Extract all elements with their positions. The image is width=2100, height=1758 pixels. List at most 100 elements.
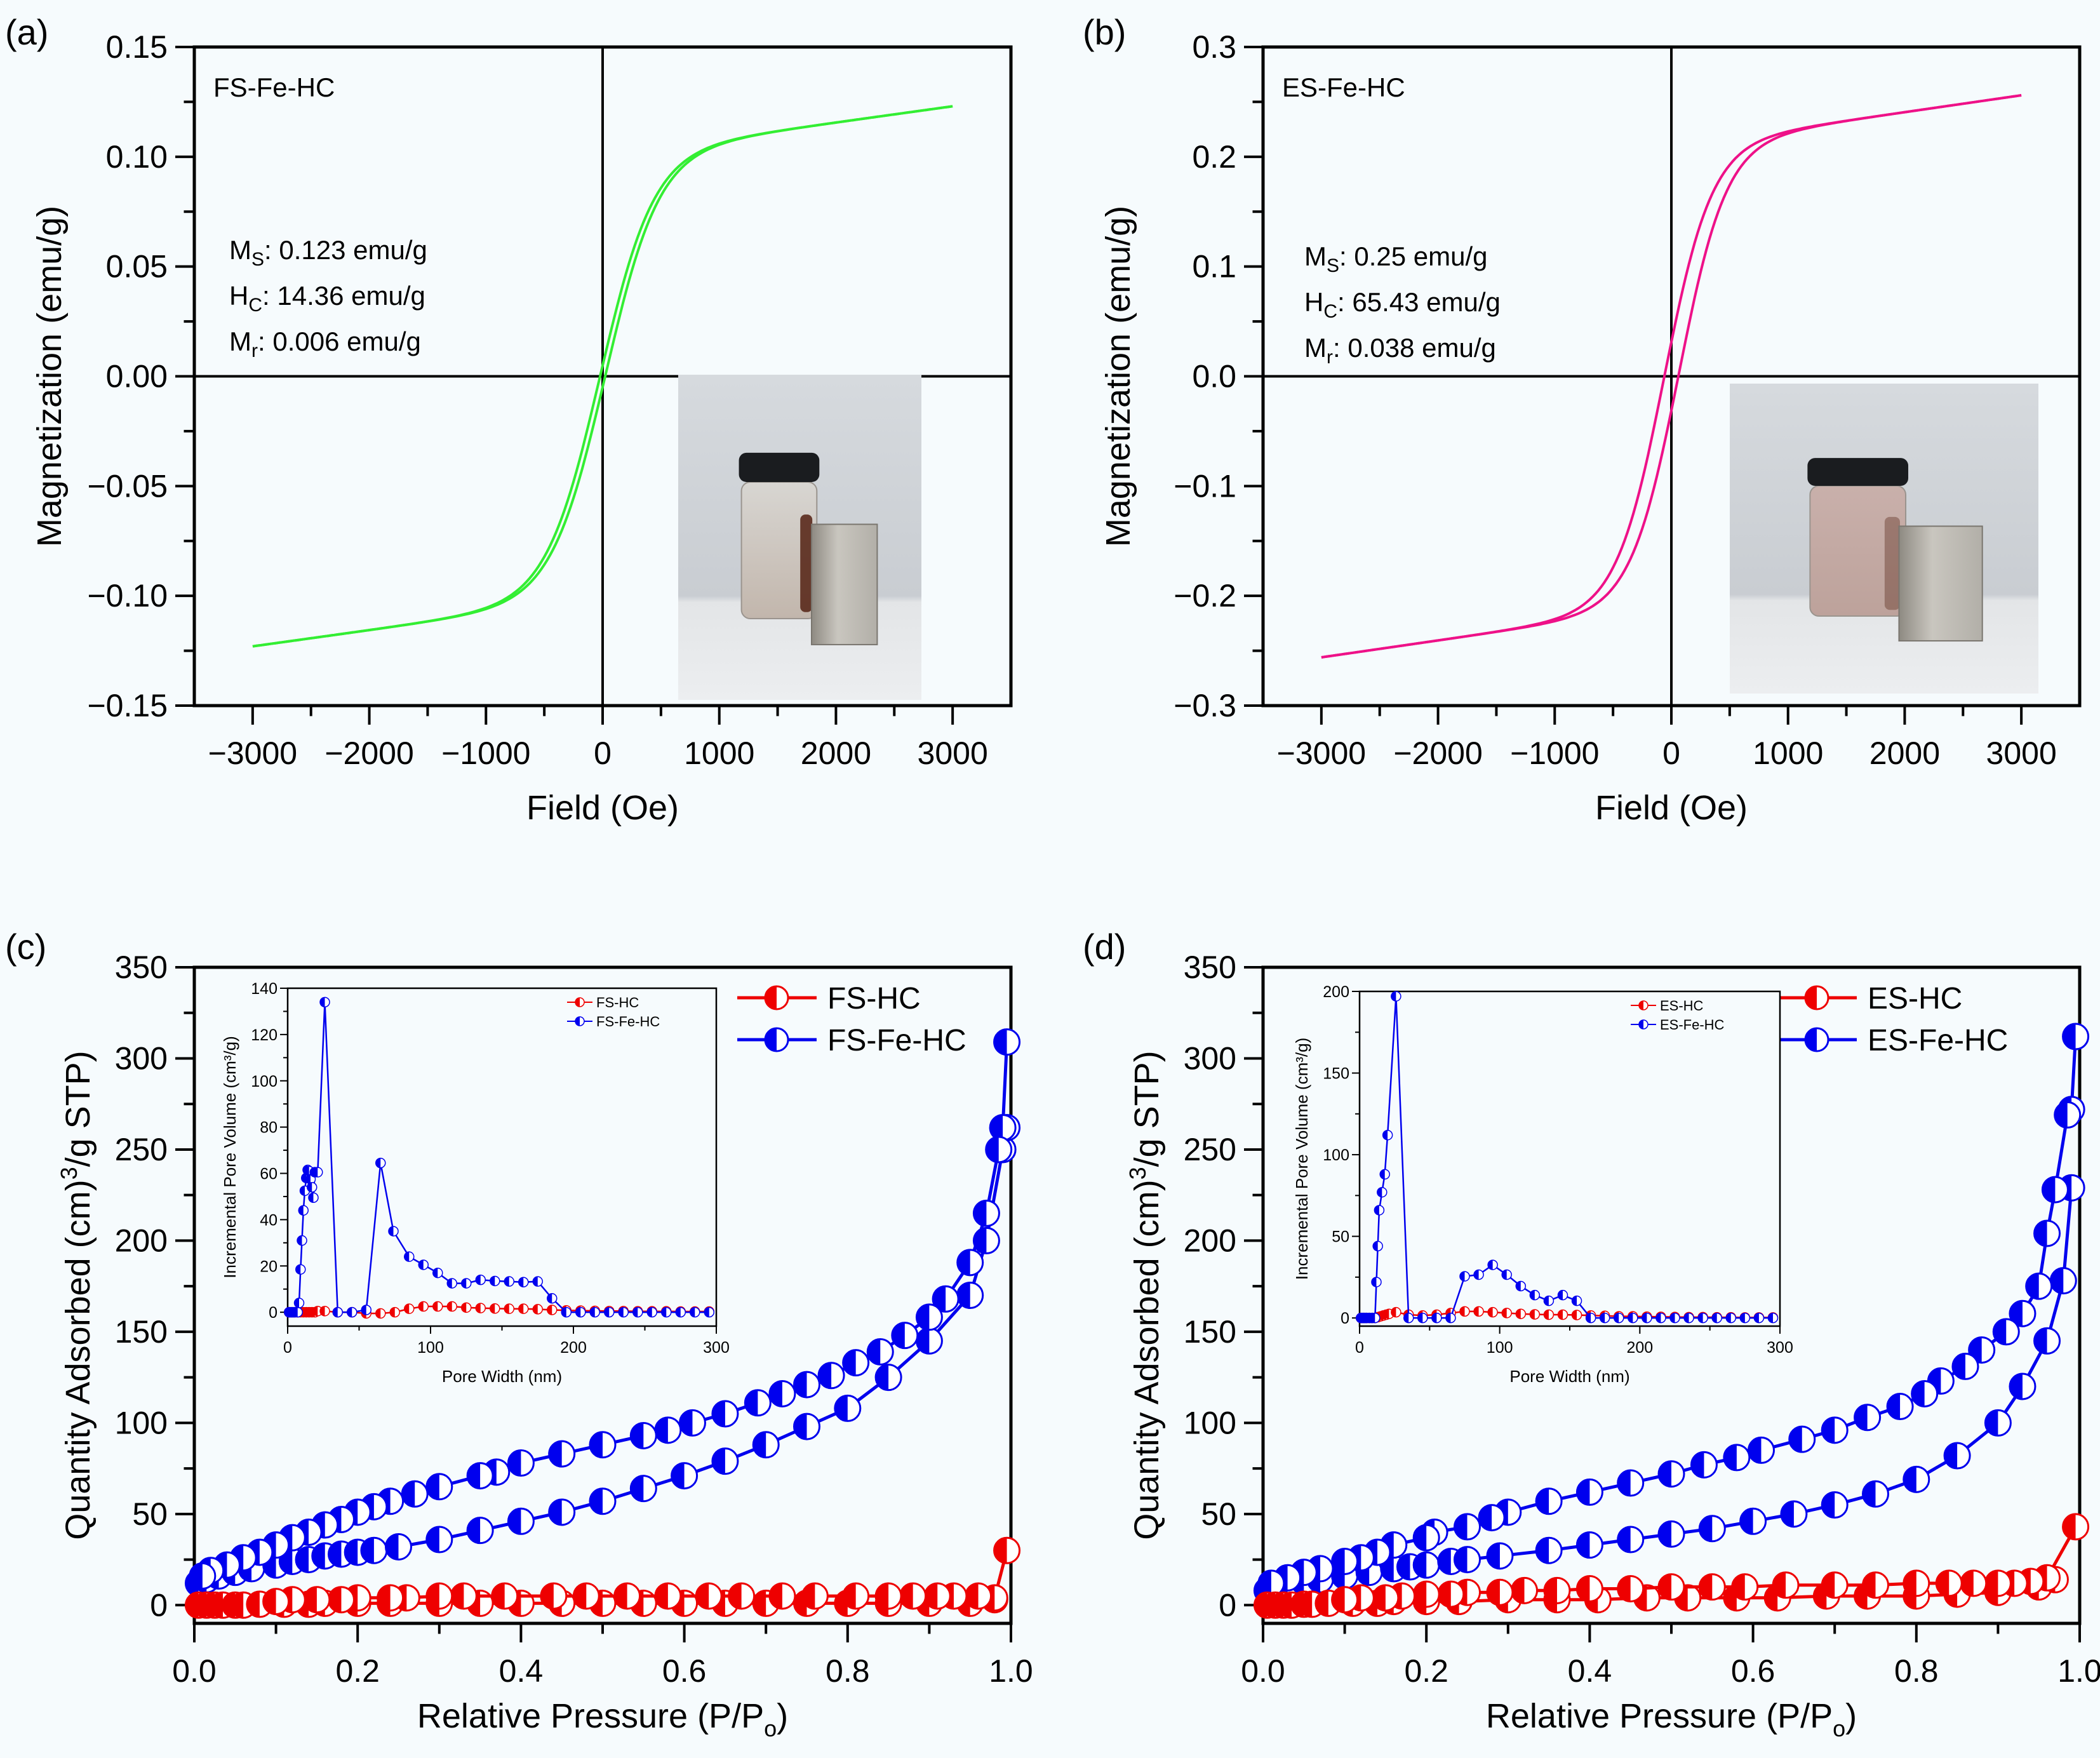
panel-c-isotherm-fs: 0.0 0.2 0.4 0.6 0.8 1.0050100150200250300350F…: [56, 949, 1033, 1741]
x-tick-label: 0.2: [335, 1653, 380, 1689]
marker-fill-half: [819, 1362, 832, 1388]
annotation-subscript: C: [1323, 301, 1337, 322]
marker-fill-half: [312, 1306, 318, 1316]
vial-cap: [739, 452, 820, 482]
marker-fill-half: [1903, 1570, 1916, 1596]
y-tick-label: 0: [1219, 1587, 1236, 1623]
x-axis-title-subscript: o: [1833, 1715, 1845, 1741]
marker-fill-half: [1558, 1310, 1563, 1320]
marker-fill-half: [876, 1364, 889, 1390]
panel-d-isotherm-es: 0.0 0.2 0.4 0.6 0.8 1.0050100150200250300350E…: [1125, 949, 2100, 1741]
inset-data-point: [1515, 1280, 1527, 1292]
annotation-value: : 65.43 emu/g: [1337, 287, 1501, 317]
marker-fill-half: [1639, 1020, 1643, 1029]
marker-fill-half: [1748, 1437, 1762, 1463]
inset-y-tick-label: 0: [1341, 1310, 1349, 1327]
inset-data-point: [375, 1308, 386, 1319]
inset-data-point: [475, 1274, 486, 1285]
inset-x-tick-label: 300: [1767, 1339, 1793, 1357]
inset-data-point: [319, 996, 330, 1008]
marker-fill-half: [1377, 1187, 1382, 1197]
inset-data-point: [1669, 1312, 1680, 1324]
inset-data-point: [490, 1275, 500, 1287]
data-point: [993, 1028, 1021, 1056]
inset-data-point: [319, 1306, 330, 1317]
marker-fill-half: [916, 1304, 930, 1330]
marker-fill-half: [432, 1301, 438, 1312]
x-tick-label: 1000: [684, 735, 754, 771]
marker-fill-half: [518, 1277, 524, 1287]
data-point: [1984, 1569, 2012, 1597]
legend-marker: [764, 985, 789, 1010]
marker-fill-half: [704, 1307, 709, 1317]
inset-data-point: [297, 1235, 307, 1246]
marker-fill-half: [655, 1583, 668, 1609]
marker-fill-half: [1740, 1313, 1745, 1323]
y-tick-label: 350: [115, 949, 168, 985]
data-point: [752, 1431, 780, 1459]
data-point: [1478, 1504, 1506, 1532]
data-point: [2062, 1023, 2090, 1050]
inset-photo-vial-with-magnet: [1730, 384, 2038, 694]
data-point: [1690, 1451, 1718, 1479]
marker-fill-half: [1474, 1306, 1479, 1317]
data-point: [613, 1582, 641, 1610]
marker-fill-half: [467, 1517, 481, 1543]
x-axis-title-main: Relative Pressure (P/P: [1486, 1697, 1833, 1735]
inset-data-point: [1515, 1308, 1527, 1319]
x-tick-label: 0.2: [1404, 1653, 1448, 1689]
data-point: [793, 1371, 820, 1399]
data-point: [2054, 1101, 2082, 1129]
marker-fill-half: [619, 1307, 624, 1317]
inset-data-point: [1529, 1289, 1541, 1301]
inset-data-point: [1543, 1295, 1555, 1306]
marker-fill-half: [1536, 1488, 1549, 1514]
data-point: [874, 1582, 902, 1610]
marker-fill-half: [1732, 1574, 1745, 1600]
y-tick-label: 0.00: [106, 359, 168, 394]
marker-fill-half: [661, 1307, 667, 1317]
x-axis-title: Relative Pressure (P/Po): [1486, 1697, 1857, 1741]
marker-fill-half: [467, 1463, 481, 1489]
inset-data-point: [1417, 1312, 1428, 1324]
marker-fill-half: [389, 1226, 394, 1237]
hysteresis-descending-branch: [1321, 94, 2022, 659]
marker-fill-half: [508, 1508, 521, 1534]
marker-fill-half: [892, 1322, 905, 1348]
y-tick-label: 0.10: [106, 139, 168, 175]
data-point: [1454, 1513, 1481, 1541]
marker-fill-half: [328, 1587, 342, 1613]
property-annotation: Mr: 0.038 emu/g: [1304, 333, 1496, 368]
data-point: [1780, 1500, 1808, 1528]
inset-data-point: [293, 1298, 305, 1308]
marker-fill-half: [320, 997, 325, 1007]
data-point: [589, 1431, 617, 1459]
annotation-value: : 0.123 emu/g: [264, 235, 427, 265]
inset-data-point: [347, 1306, 358, 1318]
inset-y-tick-label: 60: [260, 1165, 278, 1183]
inset-y-axis-title: Incremental Pore Volume (cm³/g): [220, 1036, 239, 1278]
y-tick-label: −0.10: [87, 578, 168, 614]
annotation-value: : 0.25 emu/g: [1339, 241, 1487, 271]
inset-data-point: [490, 1303, 500, 1314]
marker-fill-half: [1614, 1313, 1619, 1323]
marker-fill-half: [1417, 1313, 1423, 1323]
inset-data-point: [661, 1306, 672, 1318]
marker-fill-half: [1530, 1290, 1535, 1300]
data-point: [768, 1379, 796, 1407]
marker-fill-half: [549, 1441, 562, 1467]
x-tick-label: 1000: [1753, 735, 1823, 771]
data-point: [327, 1586, 355, 1614]
marker-fill-half: [333, 1307, 338, 1317]
data-point: [678, 1409, 706, 1437]
marker-fill-half: [1699, 1515, 1713, 1541]
data-point: [1935, 1569, 1963, 1597]
marker-fill-half: [994, 1029, 1007, 1055]
inset-data-point: [295, 1264, 306, 1275]
marker-fill-half: [1863, 1572, 1876, 1598]
data-point: [1543, 1576, 1571, 1604]
marker-fill-half: [231, 1592, 244, 1618]
y-tick-label: 250: [1184, 1132, 1236, 1167]
y-tick-label: −0.3: [1174, 688, 1236, 723]
